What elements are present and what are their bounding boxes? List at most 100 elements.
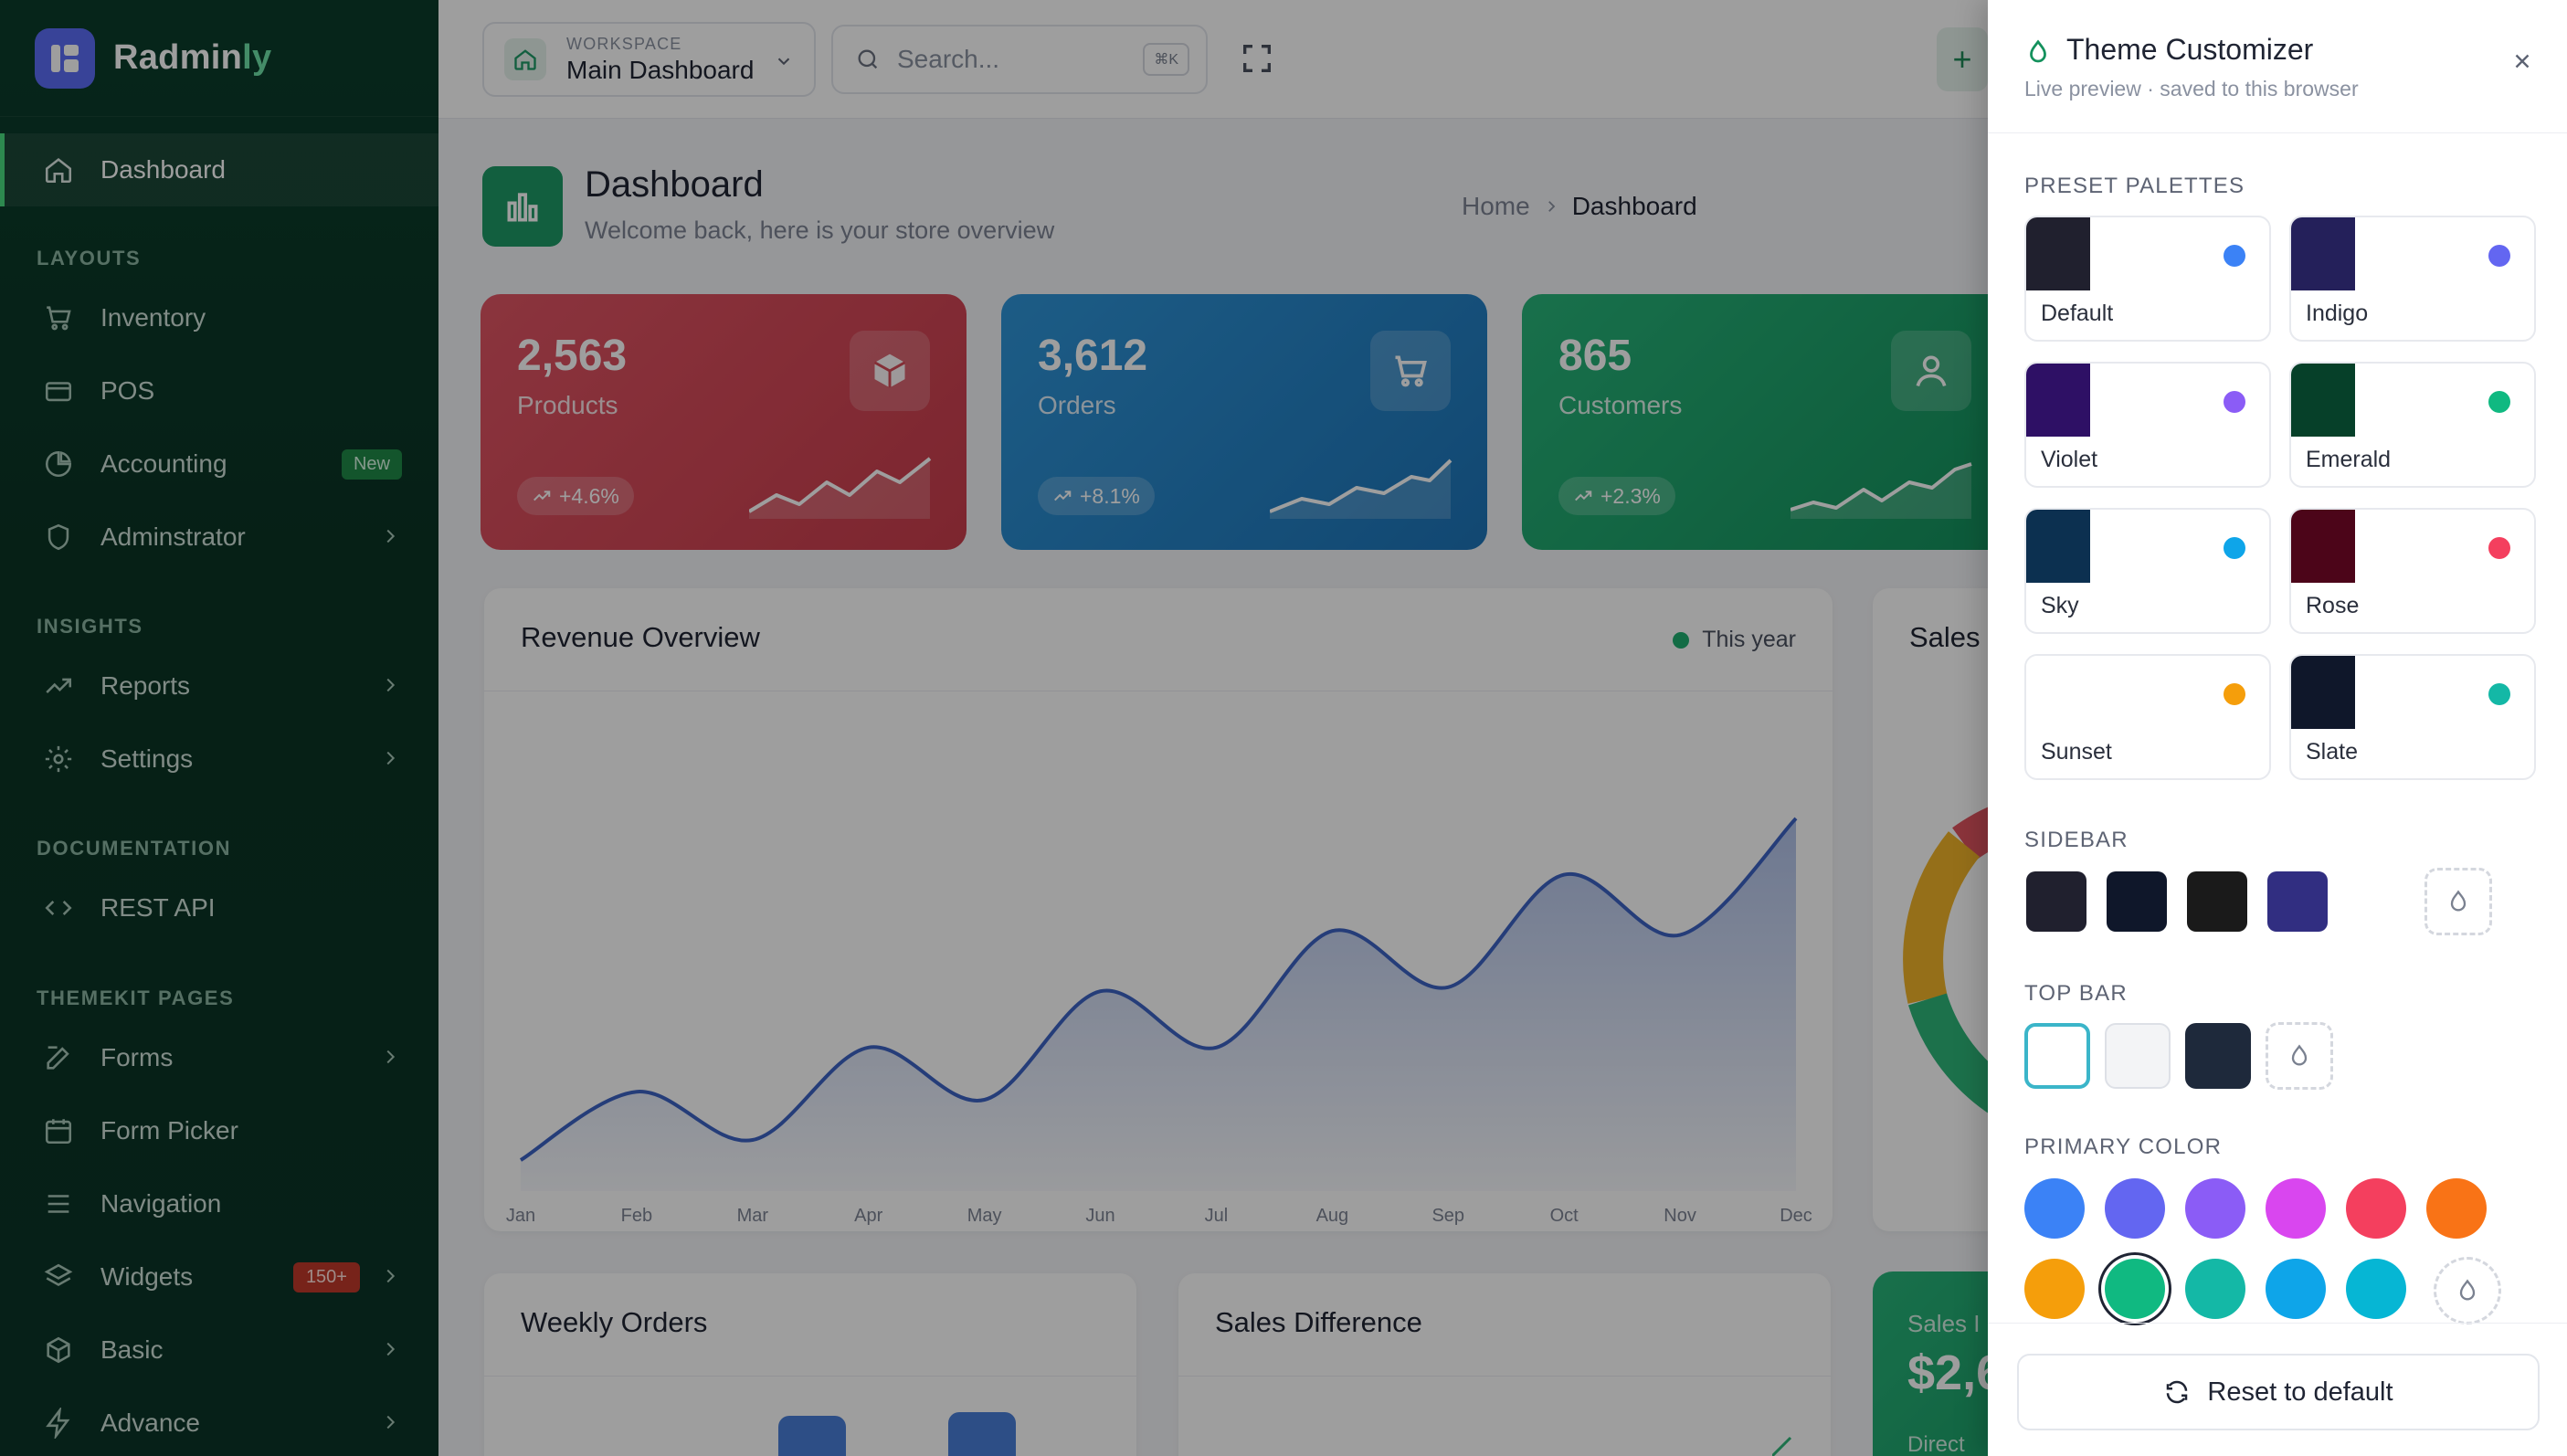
primary-color-swatch[interactable]	[2266, 1178, 2326, 1239]
preset-default[interactable]: Default	[2024, 216, 2271, 342]
x-axis-label: Dec	[1780, 1206, 1812, 1226]
preset-rose[interactable]: Rose	[2289, 508, 2536, 634]
stat-card-orders[interactable]: 3,612 Orders +8.1%	[1001, 294, 1487, 550]
primary-color-swatch[interactable]	[2185, 1178, 2245, 1239]
close-icon[interactable]	[2510, 49, 2534, 73]
sidebar-item-forms[interactable]: Forms	[0, 1021, 438, 1094]
sidebar-item-accounting[interactable]: Accounting New	[0, 427, 438, 501]
primary-color-swatch[interactable]	[2105, 1259, 2165, 1319]
sidebar-item-settings[interactable]: Settings	[0, 723, 438, 796]
topbar-color-swatch[interactable]	[2024, 1023, 2090, 1089]
stat-value: 2,563	[517, 332, 628, 380]
x-axis-label: Oct	[1549, 1206, 1579, 1226]
add-button[interactable]: +	[1937, 27, 1988, 91]
topbar-heading: TOP BAR	[2024, 981, 2128, 1006]
reset-button[interactable]: Reset to default	[2017, 1354, 2540, 1430]
fullscreen-icon[interactable]	[1239, 40, 1275, 77]
stat-card-products[interactable]: 2,563 Products +4.6%	[481, 294, 967, 550]
preset-slate[interactable]: Slate	[2289, 654, 2536, 780]
card-title: Sales I	[1909, 621, 1996, 653]
sidebar-item-reports[interactable]: Reports	[0, 649, 438, 723]
sidebar: Radminly Dashboard LAYOUTS Inventory POS…	[0, 0, 438, 1456]
primary-color-swatch[interactable]	[2346, 1259, 2406, 1319]
reset-label: Reset to default	[2207, 1377, 2393, 1407]
card-value: $2,6	[1907, 1345, 2004, 1400]
workspace-value: Main Dashboard	[566, 55, 755, 84]
brand[interactable]: Radminly	[0, 0, 438, 117]
custom-color-picker[interactable]	[2266, 1022, 2333, 1090]
sidebar-item-widgets[interactable]: Widgets 150+	[0, 1240, 438, 1314]
primary-color-swatch[interactable]	[2346, 1178, 2406, 1239]
custom-color-picker[interactable]	[2434, 1257, 2501, 1324]
search-placeholder: Search...	[897, 45, 1000, 73]
stat-card-customers[interactable]: 865 Customers +2.3%	[1522, 294, 2008, 550]
workspace-switcher[interactable]: WORKSPACE Main Dashboard	[482, 22, 816, 97]
card-sub: Direct	[1907, 1432, 1965, 1456]
brand-logo-icon	[35, 27, 95, 89]
cart-icon	[1370, 331, 1451, 411]
section-themekit: THEMEKIT PAGES	[37, 986, 235, 1009]
bar	[778, 1416, 846, 1456]
preset-accent-dot	[2224, 537, 2245, 559]
section-insights: INSIGHTS	[37, 615, 143, 638]
sidebar-item-label: Widgets	[100, 1262, 194, 1291]
revenue-card: Revenue Overview This year	[484, 588, 1833, 1231]
bar	[948, 1412, 1016, 1456]
sidebar-color-swatch[interactable]	[2107, 871, 2167, 932]
primary-color-swatch[interactable]	[2024, 1259, 2085, 1319]
preset-swatch	[2291, 364, 2355, 437]
sidebar-item-navigation[interactable]: Navigation	[0, 1167, 438, 1240]
preset-sky[interactable]: Sky	[2024, 508, 2271, 634]
custom-color-picker[interactable]	[2424, 868, 2492, 935]
topbar-color-swatch[interactable]	[2105, 1023, 2171, 1089]
sidebar-color-swatch[interactable]	[2267, 871, 2328, 932]
x-axis-label: Aug	[1315, 1206, 1349, 1226]
new-badge: New	[341, 448, 402, 480]
preset-swatch	[2026, 656, 2090, 729]
preset-swatch	[2026, 510, 2090, 583]
sidebar-item-rest-api[interactable]: REST API	[0, 871, 438, 944]
sidebar-item-form-picker[interactable]: Form Picker	[0, 1094, 438, 1167]
preset-emerald[interactable]: Emerald	[2289, 362, 2536, 488]
sidebar-item-label: Advance	[100, 1409, 200, 1437]
primary-heading: PRIMARY COLOR	[2024, 1134, 2223, 1159]
preset-sunset[interactable]: Sunset	[2024, 654, 2271, 780]
page-subtitle: Welcome back, here is your store overvie…	[585, 216, 1055, 244]
primary-color-swatch[interactable]	[2024, 1178, 2085, 1239]
sidebar-color-swatch[interactable]	[2026, 871, 2086, 932]
sidebar-color-swatch[interactable]	[2187, 871, 2247, 932]
sidebar-item-inventory[interactable]: Inventory	[0, 281, 438, 354]
sidebar-item-label: Settings	[100, 744, 194, 773]
stat-change: +4.6%	[517, 477, 634, 515]
breadcrumb-home[interactable]: Home	[1462, 192, 1530, 220]
preset-accent-dot	[2488, 245, 2510, 267]
sidebar-item-label: Reports	[100, 671, 191, 700]
card-title: Sales Difference	[1215, 1306, 1422, 1338]
preset-accent-dot	[2488, 537, 2510, 559]
primary-color-swatch[interactable]	[2105, 1178, 2165, 1239]
revenue-chart	[519, 817, 1798, 1191]
sidebar-item-advance[interactable]: Advance	[0, 1387, 438, 1456]
topbar-color-swatch[interactable]	[2185, 1023, 2251, 1089]
sidebar-item-administrator[interactable]: Adminstrator	[0, 501, 438, 574]
preset-violet[interactable]: Violet	[2024, 362, 2271, 488]
sidebar-item-label: Form Picker	[100, 1116, 238, 1145]
primary-color-swatch[interactable]	[2266, 1259, 2326, 1319]
x-axis-label: Nov	[1664, 1206, 1696, 1226]
chevron-right-icon	[380, 526, 400, 546]
stat-label: Orders	[1038, 391, 1116, 419]
primary-color-swatch[interactable]	[2426, 1178, 2487, 1239]
sidebar-item-basic[interactable]: Basic	[0, 1314, 438, 1387]
chevron-right-icon	[380, 1047, 400, 1067]
revenue-line	[519, 817, 1798, 1162]
search-input[interactable]: Search... ⌘K	[831, 25, 1208, 94]
sidebar-item-dashboard[interactable]: Dashboard	[0, 133, 438, 206]
preset-name: Default	[2041, 301, 2114, 326]
primary-color-swatch[interactable]	[2185, 1259, 2245, 1319]
preset-indigo[interactable]: Indigo	[2289, 216, 2536, 342]
chevron-down-icon	[774, 51, 794, 71]
x-axis-label: May	[967, 1206, 1002, 1226]
sidebar-item-pos[interactable]: POS	[0, 354, 438, 427]
breadcrumb-current: Dashboard	[1571, 192, 1697, 220]
sidebar-item-label: Basic	[100, 1335, 164, 1364]
